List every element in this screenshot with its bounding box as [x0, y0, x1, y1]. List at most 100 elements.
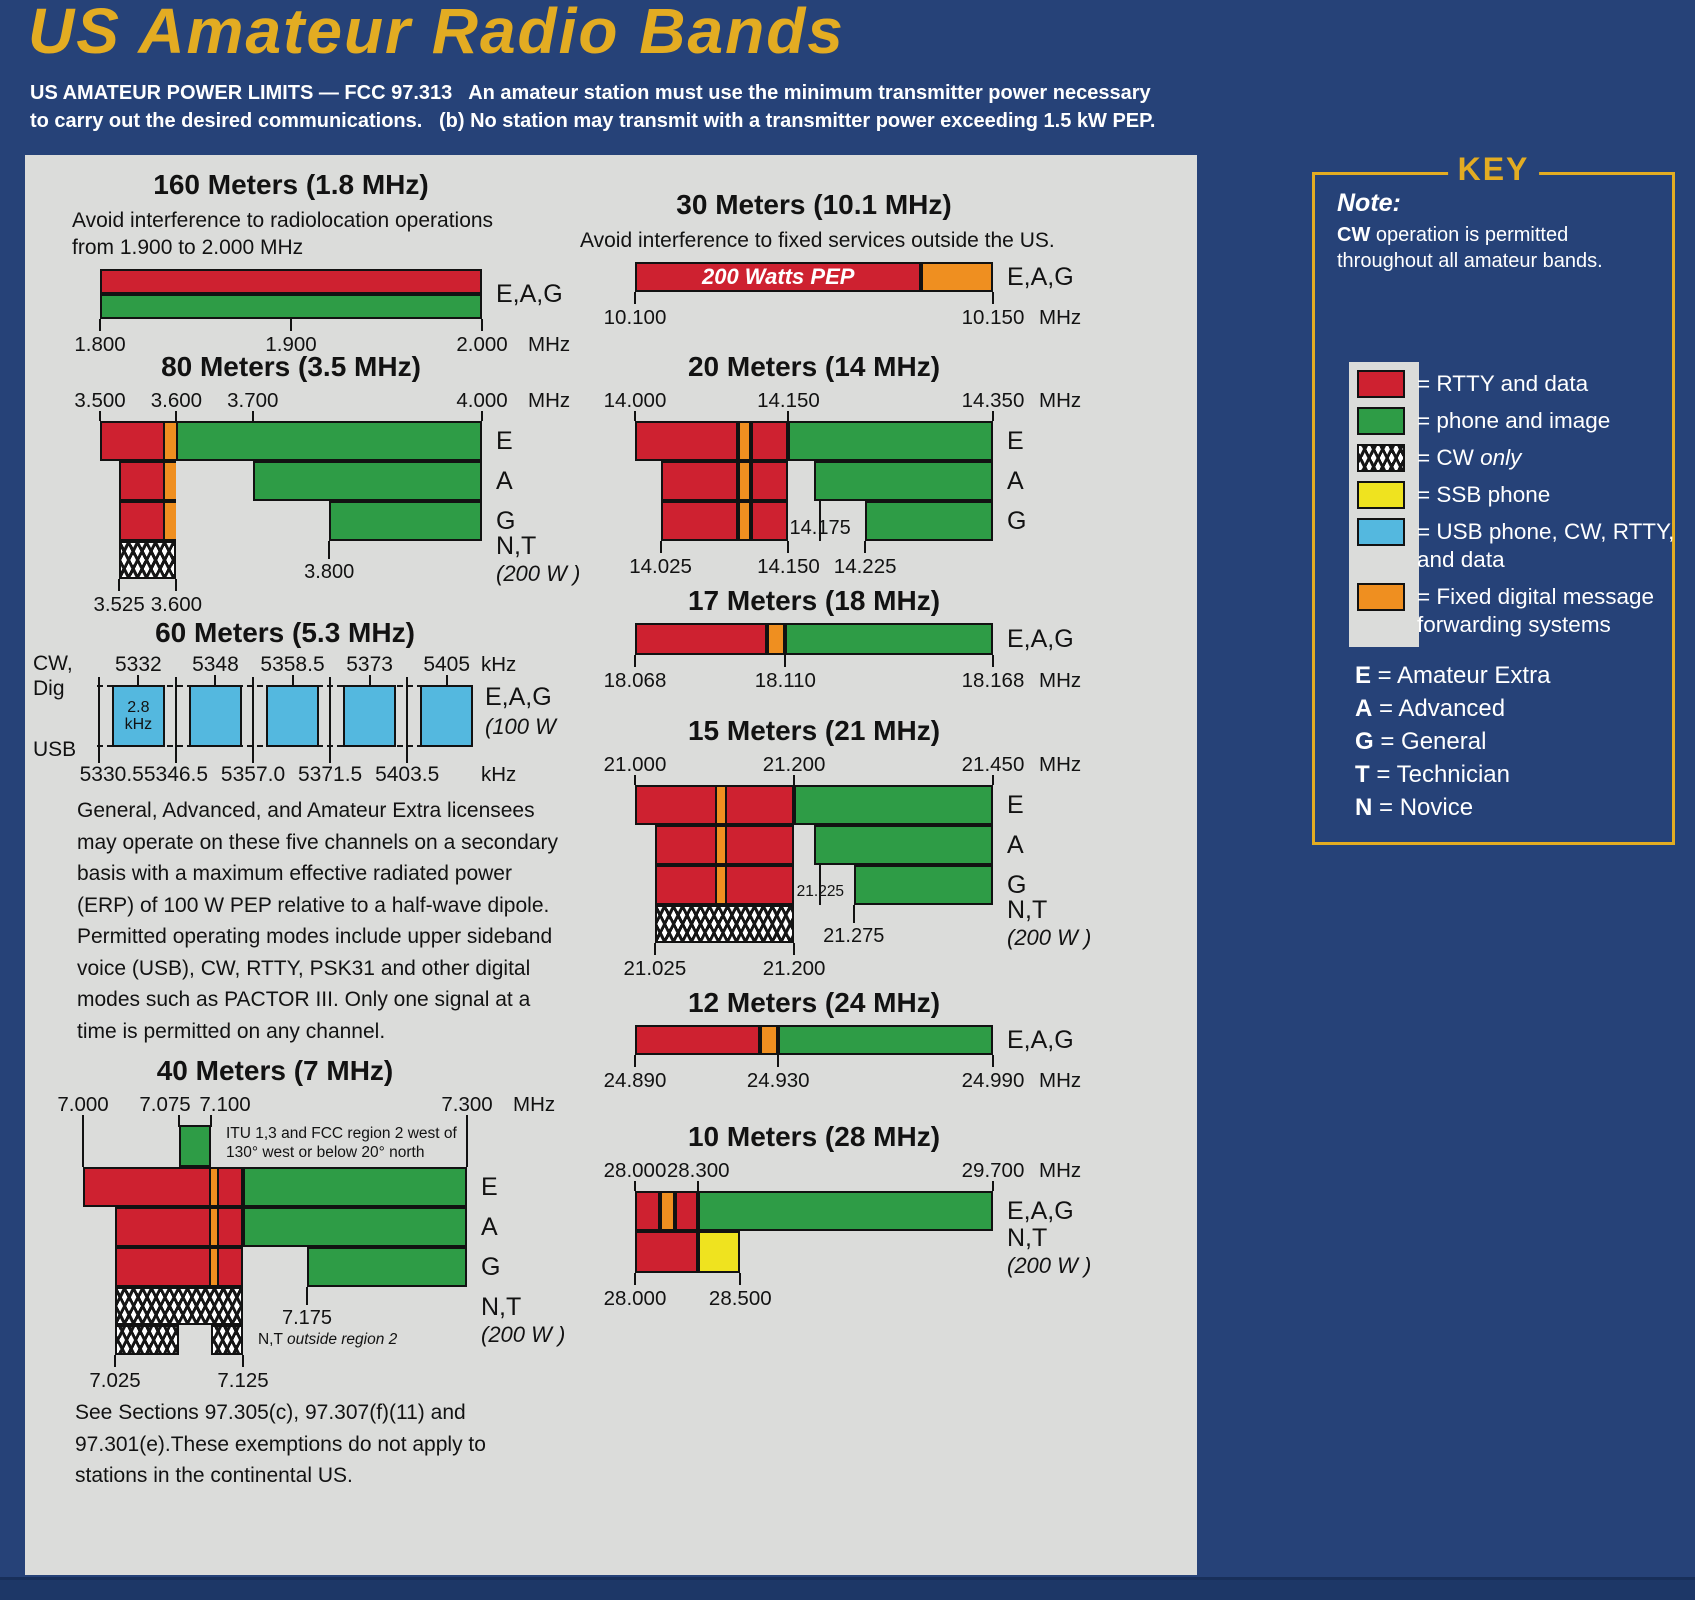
license-class-text: E: [1007, 790, 1024, 819]
segment-rtty-data: [83, 1167, 211, 1207]
annotation-tick: [819, 501, 822, 541]
license-class-text: G: [481, 1252, 501, 1281]
key-item-label: = phone and image: [1417, 407, 1610, 435]
license-class-label: A: [481, 1207, 498, 1247]
footnote-line: Permitted operating modes include upper …: [77, 925, 553, 948]
footnote-line: General, Advanced, and Amateur Extra lic…: [77, 799, 535, 822]
band-rows: E A G N,T (200 W ) 3.800: [100, 421, 580, 586]
segment-rtty-data: [750, 461, 789, 501]
tick-label: 7.100: [199, 1093, 251, 1116]
carrier-tick: [406, 677, 409, 763]
leader-line: [445, 675, 448, 685]
band-title: 40 Meters (7 MHz): [156, 1055, 394, 1086]
tick-label: 18.068: [603, 669, 667, 692]
segment-rtty-data: [115, 1207, 211, 1247]
segment-fixed-digital: [760, 1025, 779, 1055]
unit-label: MHz: [1039, 1069, 1082, 1092]
segment-cw-only: [654, 905, 795, 943]
segment-rtty-data: [635, 623, 768, 655]
swatch-segment-usb-channel: [1357, 518, 1405, 546]
key-item-line: = USB phone, CW, RTTY,: [1417, 519, 1675, 544]
band-80m: 80 Meters (3.5 MHz) 3.500 3.600 3.700 4.000 M…: [55, 351, 595, 625]
class-letter: E: [1355, 662, 1372, 689]
leader-line: [214, 675, 217, 685]
key-panel: KEY Note: CW operation is permitted thro…: [1312, 151, 1675, 845]
segment-fixed-digital: [211, 1247, 218, 1287]
swatch-segment-fixed-digital: [1357, 583, 1405, 611]
band-title: 10 Meters (28 MHz): [687, 1121, 941, 1152]
tick-line: [992, 1055, 994, 1067]
license-class-text: N,T: [1007, 1224, 1048, 1252]
bottom-ticks: 18.068 18.110 18.168 MHz: [604, 655, 1081, 701]
segment-cw-only: [115, 1325, 179, 1355]
tick-line: [634, 1055, 636, 1067]
tick-line: [251, 411, 254, 421]
license-class-definition: A = Advanced: [1355, 692, 1672, 725]
bottom-ticks: 21.025 21.200: [624, 943, 993, 989]
class-name: = Amateur Extra: [1371, 662, 1551, 689]
license-class-text: E,A,G: [485, 683, 552, 711]
tick-label: 24.930: [746, 1069, 810, 1092]
top-ticks: 14.000 14.150 14.350 MHz: [604, 389, 1081, 421]
tick-label: 10.100: [603, 306, 667, 329]
channel-center-frequency: 5405: [423, 653, 471, 676]
segment-fixed-digital: [921, 262, 993, 292]
segment-rtty-data: [217, 1207, 243, 1247]
tick-line: [784, 655, 787, 667]
annotation-label: 21.275: [823, 925, 885, 947]
tick-line: [793, 943, 796, 955]
license-class-label: E,A,G: [1007, 1191, 1074, 1231]
license-class-text: E: [481, 1172, 498, 1201]
tick-label: 14.150: [757, 555, 820, 578]
carrier-tick: [252, 677, 255, 763]
license-class-definition: N = Novice: [1355, 791, 1672, 824]
segment-fixed-digital: [164, 501, 177, 541]
tick-line: [787, 411, 790, 421]
band-17m: 17 Meters (18 MHz) E,A,G 18.068 18.110 18.16…: [604, 585, 1185, 701]
annotation-tick: [306, 1287, 308, 1305]
annotation-tick: [852, 905, 855, 923]
segment-phone-image: [179, 1125, 211, 1167]
unit-label: kHz: [481, 763, 517, 786]
tick-label: 24.990: [961, 1069, 1025, 1092]
segment-rtty-data: [654, 865, 717, 905]
key-item: = phone and image: [1337, 407, 1672, 435]
tick-label: 3.600: [150, 593, 203, 616]
tick-line: [481, 411, 483, 421]
class-name: = General: [1373, 728, 1487, 755]
tick-line: [787, 541, 790, 553]
annotation-tick: [328, 541, 331, 559]
cw-dig-line: CW,: [33, 652, 73, 675]
segment-fixed-digital: [738, 421, 751, 461]
tick-label: 7.075: [139, 1093, 191, 1116]
footnote-40m_note: See Sections 97.305(c), 97.307(f)(11) an…: [75, 1397, 595, 1492]
segment-rtty-data: [635, 1191, 661, 1231]
band-chart: CW, Dig USB 2.8 kHz 5332 5330.5 5348 5346.5 5358.…: [33, 652, 556, 795]
band-60m: 60 Meters (5.3 MHz) CW, Dig USB 2.8 kHz 5332 53…: [33, 617, 595, 795]
segment-usb-channel: 2.8 kHz: [112, 685, 165, 747]
class-name: = Novice: [1372, 794, 1474, 821]
class-name: = Advanced: [1372, 695, 1506, 722]
segment-rtty-data: [660, 501, 739, 541]
tick-line: [82, 1115, 84, 1167]
key-item-label: = USB phone, CW, RTTY, and data: [1417, 518, 1674, 574]
license-class-text: A: [481, 1212, 498, 1241]
tick-line: [113, 1355, 116, 1367]
swatch-segment-phone-image: [1357, 407, 1405, 435]
tick-label: 1.800: [74, 333, 126, 356]
band-rows: E,A,G: [635, 1025, 1074, 1055]
bottom-ticks: 14.025 14.150 14.225: [629, 541, 993, 587]
channel-center-frequency: 5358.5: [260, 653, 325, 676]
segment-phone-image: [814, 461, 993, 501]
key-item-line: = SSB phone: [1417, 482, 1551, 507]
segment-rtty-data: [115, 1247, 211, 1287]
tick-line: [209, 1115, 212, 1127]
license-class-label: G: [1007, 865, 1026, 905]
channel-bandwidth-label: 2.8 kHz: [125, 699, 153, 733]
page-title: US Amateur Radio Bands: [28, 0, 845, 67]
unit-label: MHz: [1039, 1159, 1082, 1182]
tick-label: 3.525: [93, 593, 145, 616]
tick-line: [992, 775, 994, 785]
license-class-label: E,A,G: [1007, 623, 1074, 655]
tick-line: [634, 655, 636, 667]
